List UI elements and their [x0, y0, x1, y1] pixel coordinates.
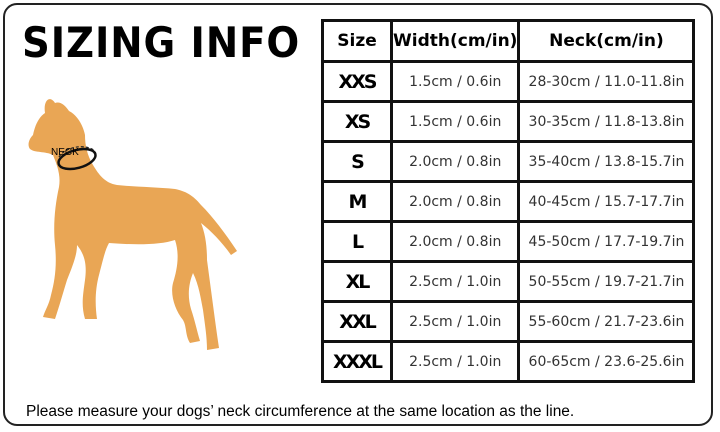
cell-width: 1.5cm / 0.6in [389, 60, 521, 103]
cell-width: 2.0cm / 0.8in [389, 180, 521, 223]
cell-size: XXS [321, 60, 393, 103]
cell-neck: 40-45cm / 15.7-17.7in [517, 180, 696, 223]
cell-neck: 60-65cm / 23.6-25.6in [517, 340, 696, 383]
cell-width: 1.5cm / 0.6in [389, 100, 521, 143]
cell-size: XS [321, 100, 393, 143]
cell-size: S [321, 140, 393, 183]
cell-neck: 28-30cm / 11.0-11.8in [517, 60, 696, 103]
cell-neck: 55-60cm / 21.7-23.6in [517, 300, 696, 343]
measurement-note: Please measure your dogs’ neck circumfer… [26, 403, 575, 420]
cell-size: XL [321, 260, 393, 303]
table-row: XS 1.5cm / 0.6in 30-35cm / 11.8-13.8in [321, 100, 696, 143]
cell-neck: 45-50cm / 17.7-19.7in [517, 220, 696, 263]
cell-width: 2.0cm / 0.8in [389, 140, 521, 183]
cell-neck: 35-40cm / 13.8-15.7in [517, 140, 696, 183]
cell-width: 2.5cm / 1.0in [389, 340, 521, 383]
cell-size: XXXL [321, 340, 393, 383]
dog-illustration: NECK [28, 99, 237, 350]
neck-line [57, 147, 97, 171]
header-width: Width(cm/in) [389, 19, 521, 63]
dog-silhouette [28, 99, 237, 350]
header-size: Size [321, 19, 393, 63]
cell-neck: 50-55cm / 19.7-21.7in [517, 260, 696, 303]
cell-size: L [321, 220, 393, 263]
sizing-table: Size Width(cm/in) Neck(cm/in) XXS 1.5cm /… [321, 19, 696, 383]
table-row: XXXL 2.5cm / 1.0in 60-65cm / 23.6-25.6in [321, 340, 696, 383]
outer-frame [3, 3, 713, 426]
header-neck: Neck(cm/in) [517, 19, 696, 63]
cell-width: 2.5cm / 1.0in [389, 300, 521, 343]
table-row: XXL 2.5cm / 1.0in 55-60cm / 21.7-23.6in [321, 300, 696, 343]
cell-size: M [321, 180, 393, 223]
table-row: M 2.0cm / 0.8in 40-45cm / 15.7-17.7in [321, 180, 696, 223]
table-row: XL 2.5cm / 1.0in 50-55cm / 19.7-21.7in [321, 260, 696, 303]
cell-width: 2.0cm / 0.8in [389, 220, 521, 263]
table-row: L 2.0cm / 0.8in 45-50cm / 17.7-19.7in [321, 220, 696, 263]
table-header-row: Size Width(cm/in) Neck(cm/in) [321, 19, 696, 63]
cell-size: XXL [321, 300, 393, 343]
table-row: XXS 1.5cm / 0.6in 28-30cm / 11.0-11.8in [321, 60, 696, 103]
cell-neck: 30-35cm / 11.8-13.8in [517, 100, 696, 143]
table-row: S 2.0cm / 0.8in 35-40cm / 13.8-15.7in [321, 140, 696, 183]
cell-width: 2.5cm / 1.0in [389, 260, 521, 303]
page-title: SIZING INFO [22, 18, 301, 67]
neck-label: NECK [51, 147, 79, 158]
